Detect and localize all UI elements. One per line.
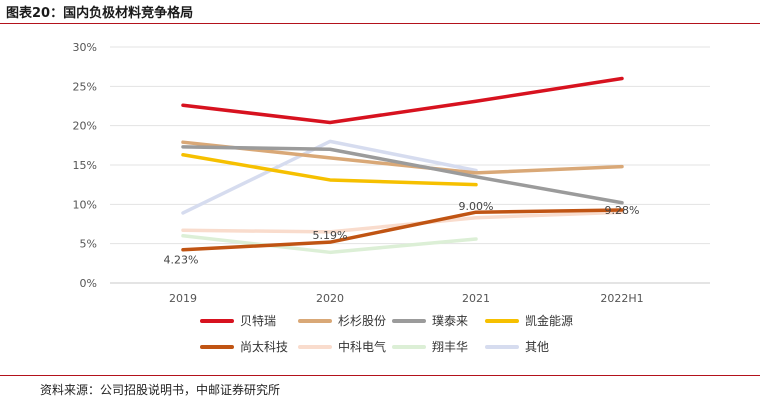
legend-swatch bbox=[485, 344, 519, 349]
legend-swatch bbox=[392, 318, 426, 323]
x-tick-label: 2021 bbox=[462, 292, 490, 305]
data-label: 5.19% bbox=[313, 229, 348, 242]
y-tick-label: 30% bbox=[73, 41, 97, 54]
legend-swatch bbox=[485, 318, 519, 323]
series-line-7 bbox=[181, 234, 478, 255]
legend-label: 尚太科技 bbox=[240, 340, 289, 354]
x-tick-label: 2020 bbox=[316, 292, 344, 305]
x-tick-label: 2022H1 bbox=[600, 292, 643, 305]
legend-item: 杉杉股份 bbox=[298, 312, 386, 329]
series-line-4 bbox=[181, 153, 478, 187]
legend-swatch bbox=[298, 344, 332, 349]
legend-label: 中科电气 bbox=[338, 340, 387, 354]
legend-swatch bbox=[200, 318, 234, 323]
series-line-1 bbox=[181, 76, 624, 125]
legend-item: 贝特瑞 bbox=[200, 312, 276, 329]
legend-label: 翔丰华 bbox=[432, 340, 469, 354]
y-tick-label: 25% bbox=[73, 80, 97, 93]
legend-item: 璞泰来 bbox=[392, 312, 468, 329]
legend-label: 贝特瑞 bbox=[240, 314, 277, 328]
legend-item: 尚太科技 bbox=[200, 338, 288, 355]
data-label: 9.28% bbox=[605, 204, 640, 217]
legend-swatch bbox=[298, 318, 332, 323]
legend-label: 凯金能源 bbox=[525, 314, 574, 328]
y-tick-label: 20% bbox=[73, 120, 97, 133]
legend-swatch bbox=[392, 344, 426, 349]
legend-item: 凯金能源 bbox=[485, 312, 573, 329]
data-label: 4.23% bbox=[164, 254, 199, 267]
data-label: 9.00% bbox=[459, 200, 494, 213]
series-line-5 bbox=[181, 208, 624, 252]
series-line-2 bbox=[181, 140, 624, 175]
series-line-3 bbox=[181, 145, 624, 205]
legend-label: 其他 bbox=[525, 340, 550, 354]
legend-item: 翔丰华 bbox=[392, 338, 468, 355]
x-tick-label: 2019 bbox=[169, 292, 197, 305]
legend-swatch bbox=[200, 344, 234, 349]
legend-label: 杉杉股份 bbox=[338, 314, 387, 328]
y-tick-label: 5% bbox=[80, 238, 97, 251]
figure-title: 图表20：国内负极材料竞争格局 bbox=[6, 6, 194, 21]
y-tick-label: 10% bbox=[73, 198, 97, 211]
source-rule bbox=[0, 375, 760, 376]
legend-item: 其他 bbox=[485, 338, 549, 355]
y-tick-label: 0% bbox=[80, 277, 97, 290]
source-note: 资料来源：公司招股说明书，中邮证券研究所 bbox=[40, 383, 281, 397]
series-line-6 bbox=[181, 210, 624, 234]
title-rule bbox=[0, 23, 760, 24]
series-line-8 bbox=[181, 139, 478, 215]
legend-label: 璞泰来 bbox=[432, 314, 469, 328]
y-tick-label: 15% bbox=[73, 159, 97, 172]
legend-item: 中科电气 bbox=[298, 338, 386, 355]
